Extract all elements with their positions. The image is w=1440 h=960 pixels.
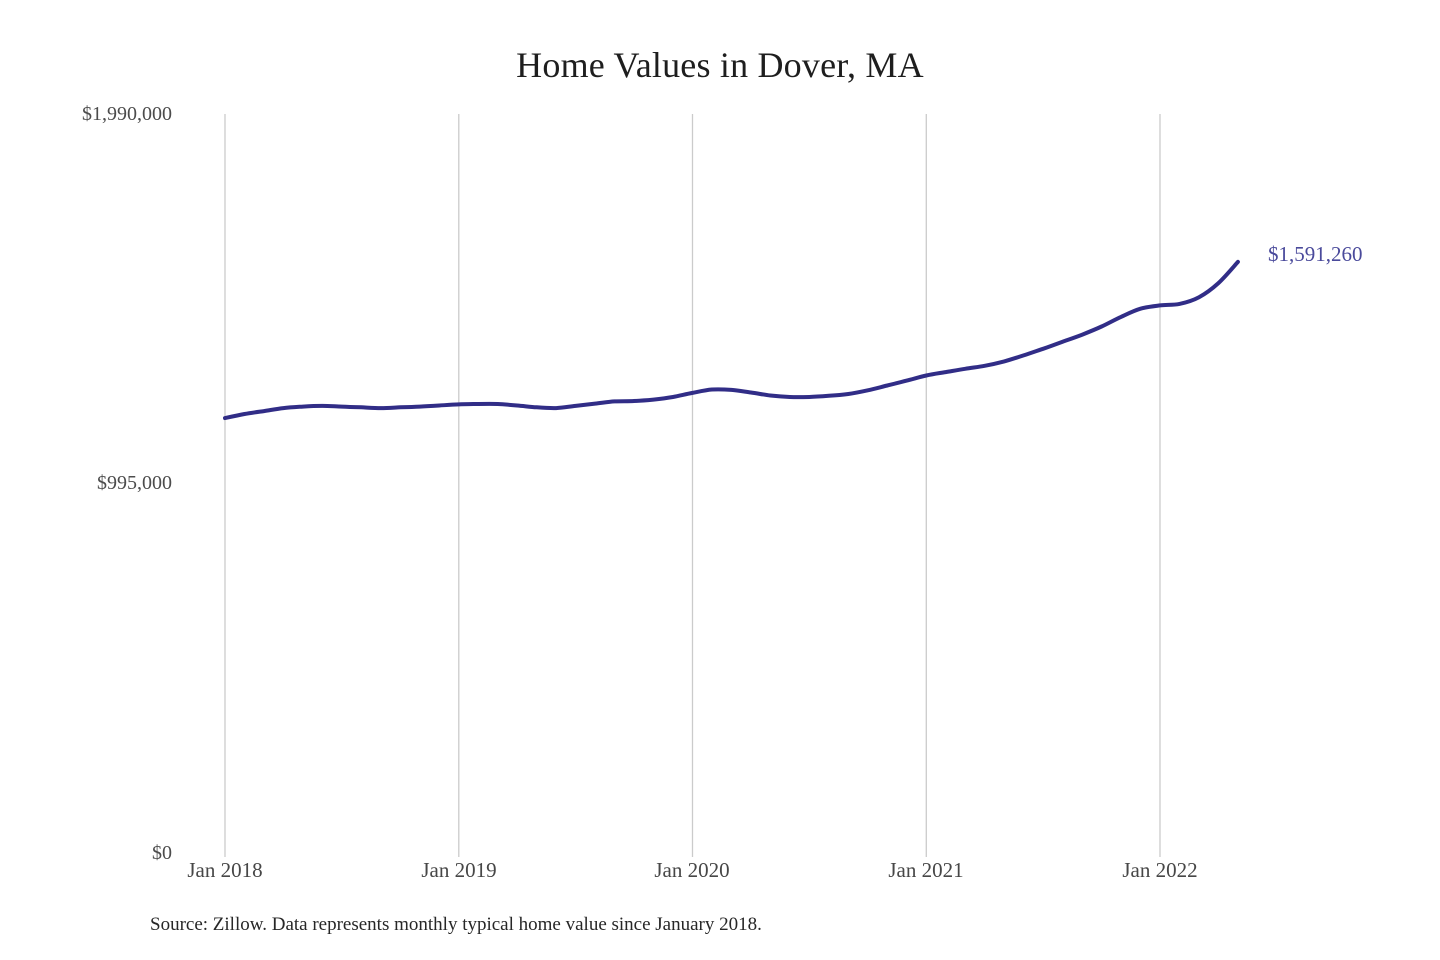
y-axis-tick-label: $0 <box>152 842 172 864</box>
x-axis-tick-label: Jan 2020 <box>654 858 730 882</box>
x-axis-tick-label: Jan 2021 <box>888 858 964 882</box>
x-axis-tick-label: Jan 2022 <box>1122 858 1198 882</box>
y-axis-tick-label: $995,000 <box>97 472 172 494</box>
last-value-label: $1,591,260 <box>1268 242 1363 266</box>
source-note: Source: Zillow. Data represents monthly … <box>150 914 762 935</box>
home-value-line-series <box>223 259 1240 421</box>
x-axis-tick-label: Jan 2019 <box>421 858 497 882</box>
chart-title: Home Values in Dover, MA <box>516 45 924 85</box>
x-axis-tick-label: Jan 2018 <box>187 858 263 882</box>
y-axis-tick-label: $1,990,000 <box>82 103 172 125</box>
